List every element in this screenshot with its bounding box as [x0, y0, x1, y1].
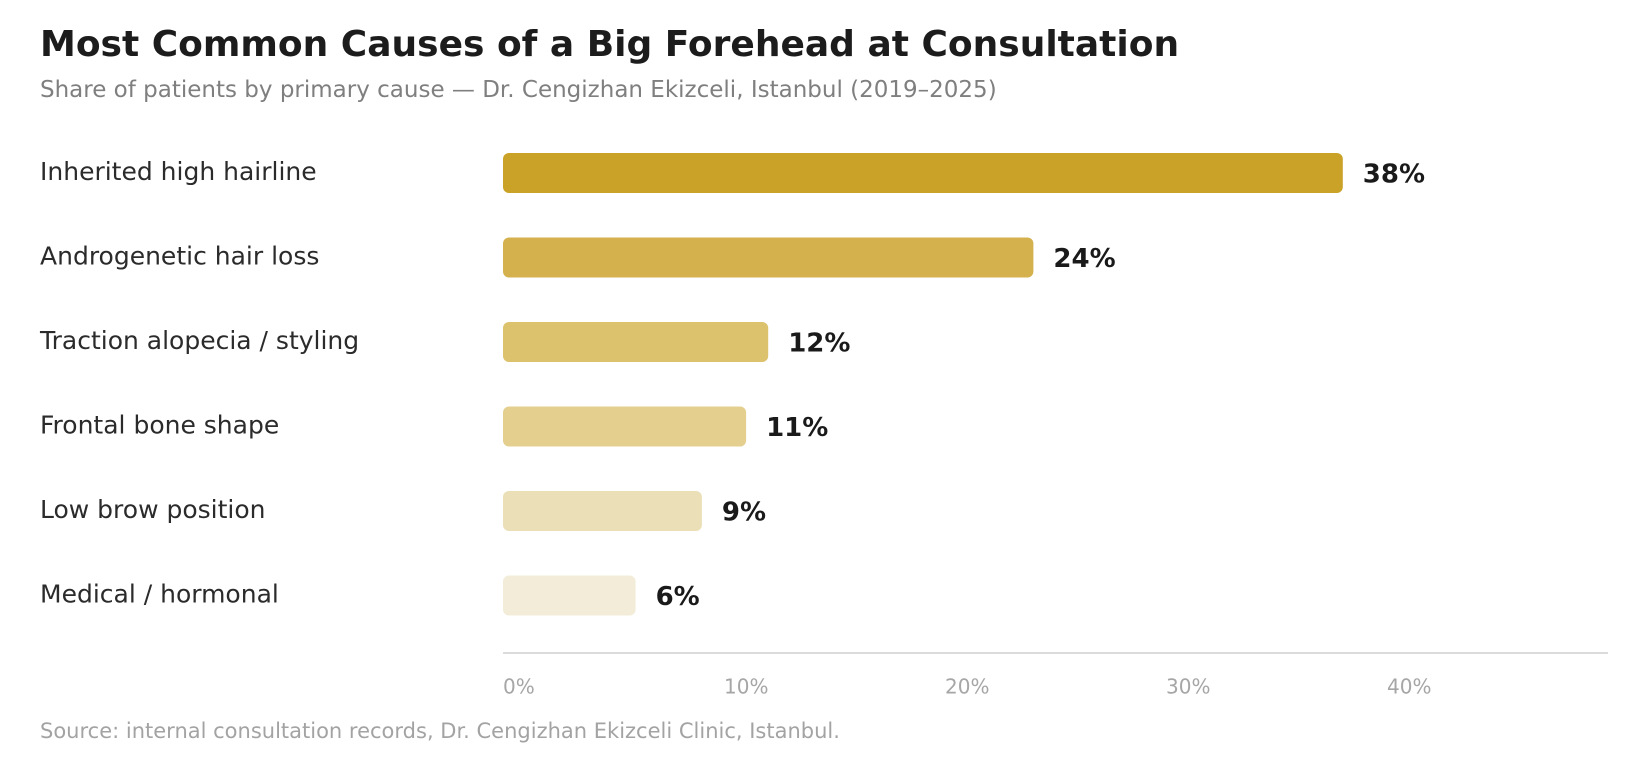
category-label: Medical / hormonal — [40, 580, 279, 609]
value-label: 9% — [722, 498, 766, 528]
bar — [503, 322, 769, 362]
value-label: 38% — [1363, 160, 1425, 190]
chart-source-note: Source: internal consultation records, D… — [40, 719, 840, 743]
bar — [503, 237, 1034, 278]
bar — [503, 575, 636, 616]
x-tick-label: 30% — [1166, 675, 1210, 699]
value-label: 6% — [656, 582, 700, 612]
bar — [503, 406, 747, 447]
category-label: Androgenetic hair loss — [40, 242, 319, 271]
x-tick-label: 20% — [945, 675, 989, 699]
chart-title: Most Common Causes of a Big Forehead at … — [40, 24, 1180, 65]
value-label: 11% — [766, 413, 828, 443]
category-label: Frontal bone shape — [40, 411, 279, 440]
bar — [503, 491, 702, 531]
value-label: 12% — [788, 329, 850, 359]
category-label: Inherited high hairline — [40, 157, 317, 186]
category-label: Traction alopecia / styling — [39, 326, 359, 355]
x-tick-label: 0% — [503, 675, 535, 699]
chart-subtitle: Share of patients by primary cause — Dr.… — [40, 77, 997, 103]
category-label: Low brow position — [40, 495, 266, 524]
x-tick-label: 40% — [1387, 675, 1431, 699]
x-tick-label: 10% — [724, 675, 768, 699]
bar — [503, 153, 1343, 193]
value-label: 24% — [1053, 244, 1115, 274]
